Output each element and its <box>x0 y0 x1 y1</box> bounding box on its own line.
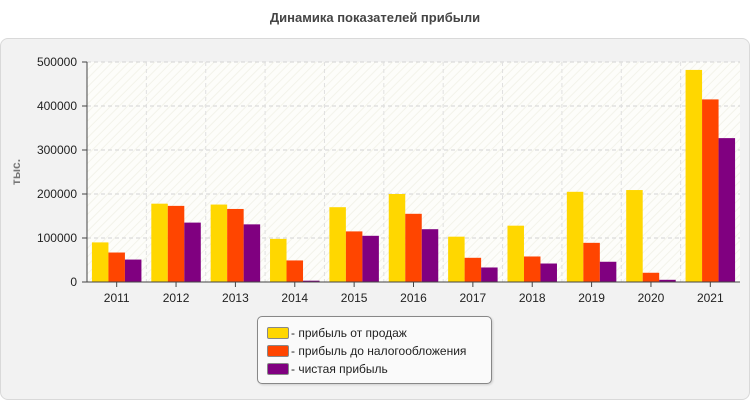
bar-chart: 0 100000 200000 300000 400000 500000 2011 2012 2… <box>9 55 740 305</box>
legend-swatch <box>267 363 289 375</box>
y-tick-label: 200000 <box>37 187 77 201</box>
grid-lines <box>87 61 740 282</box>
y-axis-label: тыс. <box>9 159 23 185</box>
legend-item-pretax: - прибыль до налогообложения <box>267 343 466 359</box>
y-tick-label: 500000 <box>37 55 77 69</box>
bar-2013-series-3 <box>243 224 261 282</box>
bar-2020-series-3 <box>659 279 676 282</box>
bars <box>91 69 736 283</box>
bar-2021-series-1 <box>685 69 703 282</box>
bar-2016-series-1 <box>388 194 406 282</box>
bar-2011-series-2 <box>108 252 125 282</box>
legend-item-net: - чистая прибыль <box>267 361 388 377</box>
bar-2011-series-1 <box>91 242 109 282</box>
bar-2016-series-3 <box>421 229 439 282</box>
bar-2012-series-3 <box>184 222 201 282</box>
y-tick-label: 300000 <box>37 143 77 157</box>
y-tick-label: 400000 <box>37 99 77 113</box>
legend-label: - прибыль от продаж <box>291 326 407 340</box>
x-tick-label: 2013 <box>222 291 249 305</box>
bar-2021-series-2 <box>702 99 719 283</box>
bar-2021-series-3 <box>718 138 736 282</box>
x-tick-label: 2018 <box>519 291 546 305</box>
x-tick-label: 2012 <box>163 291 190 305</box>
axes: 0 100000 200000 300000 400000 500000 2011 2012 2… <box>37 55 740 305</box>
chart-title: Динамика показателей прибыли <box>269 10 481 25</box>
x-tick-label: 2016 <box>400 291 427 305</box>
x-tick-label: 2014 <box>281 291 308 305</box>
bar-2012-series-2 <box>167 205 185 282</box>
bar-2016-series-2 <box>405 213 422 282</box>
bar-2020-series-1 <box>626 190 643 282</box>
legend-swatch <box>267 345 289 357</box>
bar-2017-series-3 <box>481 267 498 282</box>
bar-2019-series-2 <box>583 242 600 282</box>
bar-2014-series-3 <box>303 280 320 282</box>
bar-2019-series-1 <box>566 191 584 282</box>
bar-2013-series-2 <box>227 208 244 282</box>
bar-2018-series-3 <box>540 263 557 282</box>
bar-2012-series-1 <box>151 203 168 282</box>
bar-2018-series-2 <box>523 256 541 282</box>
bar-2018-series-1 <box>507 225 524 282</box>
bar-2015-series-2 <box>345 231 363 282</box>
x-tick-label: 2019 <box>578 291 605 305</box>
bar-2014-series-2 <box>286 260 304 282</box>
bar-2017-series-2 <box>464 257 482 282</box>
bar-2014-series-1 <box>270 238 287 282</box>
bar-2019-series-3 <box>599 261 617 282</box>
bar-2013-series-1 <box>210 204 228 282</box>
legend-swatch <box>267 327 289 339</box>
legend-label: - чистая прибыль <box>291 362 388 376</box>
x-tick-label: 2015 <box>341 291 368 305</box>
legend-label: - прибыль до налогообложения <box>291 344 467 358</box>
y-tick-label: 0 <box>70 275 77 289</box>
x-tick-label: 2017 <box>460 291 487 305</box>
legend-item-sales: - прибыль от продаж <box>267 325 407 341</box>
legend: - прибыль от продаж - прибыль до налогоо… <box>257 316 492 384</box>
x-tick-label: 2020 <box>638 291 665 305</box>
bar-2015-series-1 <box>329 207 346 282</box>
bar-2017-series-1 <box>448 236 465 282</box>
bar-2015-series-3 <box>362 235 379 282</box>
x-tick-label: 2011 <box>104 291 130 305</box>
bar-2011-series-3 <box>124 259 142 282</box>
x-tick-label: 2021 <box>697 291 724 305</box>
bar-2020-series-2 <box>642 272 660 282</box>
y-tick-label: 100000 <box>37 231 77 245</box>
